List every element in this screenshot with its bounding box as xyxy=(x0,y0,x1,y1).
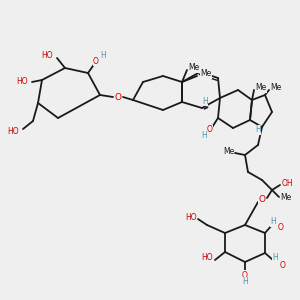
Text: Me: Me xyxy=(270,83,281,92)
Text: HO: HO xyxy=(41,50,53,59)
Text: O: O xyxy=(242,271,248,280)
Text: HO: HO xyxy=(185,214,197,223)
Text: H: H xyxy=(100,50,106,59)
Text: O: O xyxy=(259,196,266,205)
Text: Me: Me xyxy=(200,70,211,79)
Text: H: H xyxy=(202,97,208,106)
Text: HO: HO xyxy=(8,127,19,136)
Text: O: O xyxy=(207,125,213,134)
Text: O: O xyxy=(115,92,122,101)
Text: H: H xyxy=(270,218,276,226)
Text: HO: HO xyxy=(201,253,213,262)
Text: H: H xyxy=(201,131,207,140)
Text: O: O xyxy=(280,260,286,269)
Text: O: O xyxy=(93,56,99,65)
Text: OH: OH xyxy=(282,178,294,188)
Text: Me: Me xyxy=(188,64,199,73)
Text: HO: HO xyxy=(16,77,28,86)
Text: H: H xyxy=(255,125,261,134)
Text: Me: Me xyxy=(223,148,234,157)
Text: H: H xyxy=(272,254,278,262)
Text: Me: Me xyxy=(280,194,291,202)
Text: O: O xyxy=(278,224,284,232)
Text: Me: Me xyxy=(255,83,266,92)
Text: H: H xyxy=(242,278,248,286)
